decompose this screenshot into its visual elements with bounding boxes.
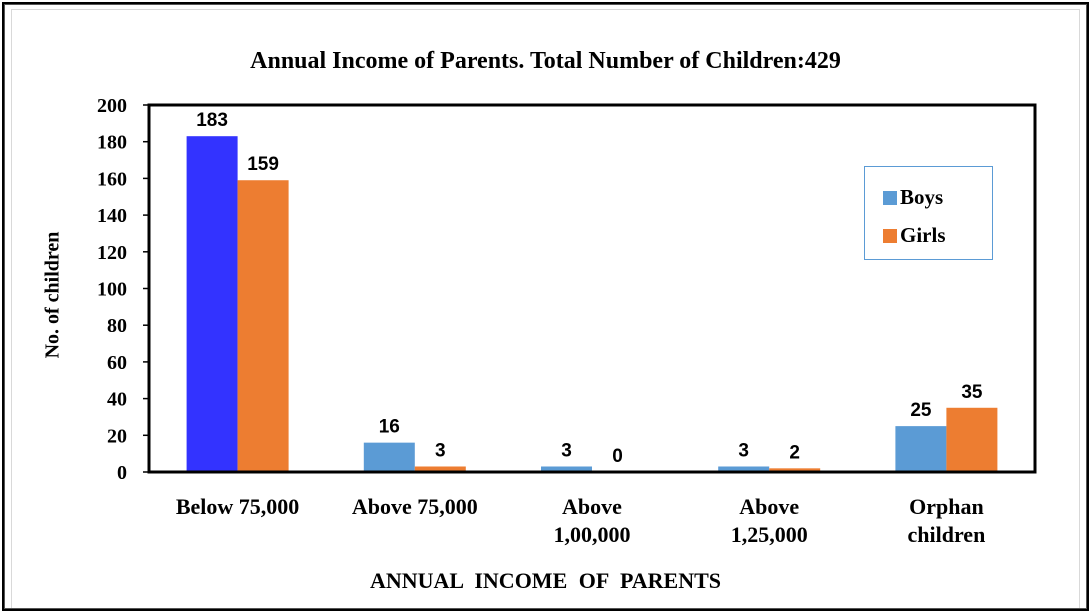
x-category-label-line: children [907, 522, 985, 547]
legend-label-girls: Girls [900, 223, 946, 247]
y-tick-label: 160 [97, 168, 127, 190]
data-label-boys: 25 [910, 400, 932, 421]
data-label-girls: 2 [789, 442, 800, 463]
y-tick-label: 60 [107, 352, 127, 374]
x-axis-title: ANNUAL INCOME OF PARENTS [369, 568, 722, 593]
y-tick-label: 140 [97, 205, 127, 227]
legend-label-boys: Boys [900, 185, 944, 209]
data-label-girls: 3 [435, 440, 446, 461]
legend-swatch-girls [883, 228, 897, 243]
x-category-label-line: Above [739, 494, 799, 519]
legend-swatch-boys [883, 190, 897, 205]
data-label-boys: 183 [196, 110, 228, 131]
legend-item-boys: Boys [883, 185, 943, 210]
y-tick-label: 80 [107, 315, 127, 337]
y-tick-label: 180 [97, 132, 127, 154]
data-label-girls: 35 [961, 382, 983, 403]
x-category-label-line: Above [562, 494, 622, 519]
y-tick-label: 100 [97, 279, 127, 301]
legend: Boys Girls [864, 166, 993, 260]
bar-girls [946, 407, 998, 472]
bar-boys [541, 466, 592, 472]
y-tick-label: 20 [107, 425, 127, 447]
x-category-label-line: 1,00,000 [554, 522, 631, 547]
x-category-label-line: 1,25,000 [731, 522, 808, 547]
data-label-boys: 16 [379, 417, 400, 438]
x-category-label: Below 75,000 [176, 494, 299, 519]
x-category-label-line: Above 75,000 [352, 494, 478, 519]
chart-title: Annual Income of Parents. Total Number o… [250, 48, 841, 74]
bar-girls [769, 468, 821, 472]
bar-boys [718, 466, 770, 472]
x-category-label: Above 1,00,000 [554, 494, 631, 547]
bar-boys [186, 136, 238, 472]
data-label-boys: 3 [561, 440, 572, 461]
data-label-girls: 0 [612, 446, 623, 467]
legend-item-girls: Girls [883, 223, 946, 248]
bar-girls [414, 466, 466, 472]
bar-boys [363, 442, 415, 472]
y-tick-label: 200 [97, 95, 127, 117]
data-label-girls: 159 [247, 154, 279, 175]
chart-area-frame [11, 9, 1080, 608]
plot-area-border [147, 103, 1037, 474]
bar-boys [895, 426, 947, 472]
x-category-label: Above 75,000 [352, 494, 478, 519]
x-category-label: Above 1,25,000 [731, 494, 808, 547]
y-tick-label: 40 [107, 389, 127, 411]
y-tick-label: 0 [117, 462, 127, 484]
bar-girls [237, 180, 289, 473]
y-tick-label: 120 [97, 242, 127, 264]
x-category-label-line: Below 75,000 [176, 494, 299, 519]
data-label-boys: 3 [738, 440, 749, 461]
x-category-label-line: Orphan [909, 494, 984, 519]
x-category-label: Orphan children [907, 494, 985, 547]
